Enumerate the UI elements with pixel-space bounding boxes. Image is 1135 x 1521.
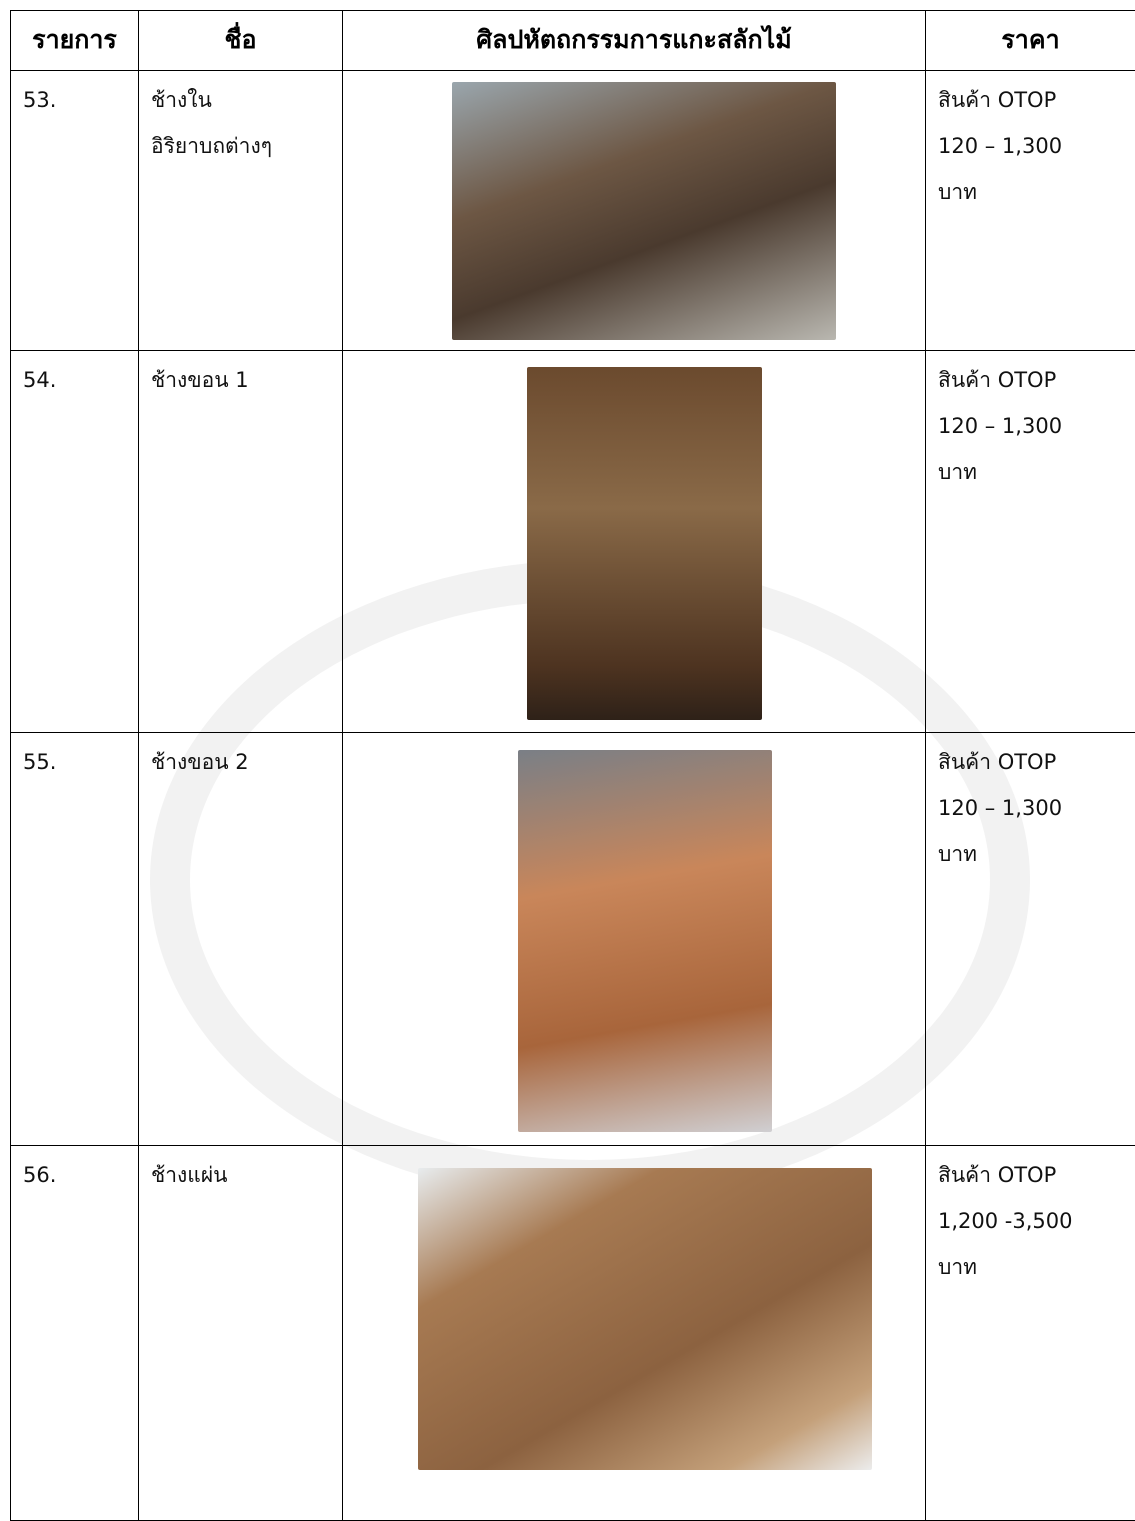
name-cell: ช้างขอน 2: [138, 732, 343, 1146]
name-line: ช้างแผ่น: [151, 1163, 228, 1187]
name-cell: ช้างในอิริยาบถต่างๆ: [138, 70, 343, 351]
name-line: อิริยาบถต่างๆ: [151, 134, 272, 158]
price-line: สินค้า OTOP: [938, 368, 1057, 392]
header-cell: ราคา: [925, 10, 1135, 71]
price-cell: สินค้า OTOP 120 – 1,300 บาท: [925, 70, 1135, 351]
price-line: บาท: [938, 1255, 977, 1279]
name-line: ช้างขอน 2: [151, 750, 249, 774]
price-line: 120 – 1,300: [938, 134, 1063, 158]
price-line: 120 – 1,300: [938, 796, 1063, 820]
number-cell: 53.: [10, 70, 139, 351]
page: {"table": {"header": ["รายการ", "ชื่อ", …: [10, 10, 1135, 1521]
number-cell: 55.: [10, 732, 139, 1146]
price-line: บาท: [938, 460, 977, 484]
name-cell: ช้างขอน 1: [138, 350, 343, 733]
photo: [452, 82, 836, 340]
photo: [527, 367, 762, 720]
number-cell: 54.: [10, 350, 139, 733]
price-cell: สินค้า OTOP 120 – 1,300 บาท: [925, 350, 1135, 733]
price-cell: สินค้า OTOP 1,200 -3,500 บาท: [925, 1145, 1135, 1521]
price-line: 1,200 -3,500: [938, 1209, 1073, 1233]
number: 53.: [23, 88, 57, 112]
price-line: 120 – 1,300: [938, 414, 1063, 438]
photo: [518, 750, 772, 1132]
number: 54.: [23, 368, 57, 392]
number-cell: 56.: [10, 1145, 139, 1521]
header-cell: ชื่อ: [138, 10, 343, 71]
price-line: บาท: [938, 842, 977, 866]
header-cell: ศิลปหัตถกรรมการแกะสลักไม้: [342, 10, 926, 71]
price-line: บาท: [938, 180, 977, 204]
name-cell: ช้างแผ่น: [138, 1145, 343, 1521]
price-line: สินค้า OTOP: [938, 1163, 1057, 1187]
price-line: สินค้า OTOP: [938, 88, 1057, 112]
header-cell: รายการ: [10, 10, 139, 71]
number: 55.: [23, 750, 57, 774]
number: 56.: [23, 1163, 57, 1187]
price-cell: สินค้า OTOP 120 – 1,300 บาท: [925, 732, 1135, 1146]
name-line: ช้างใน: [151, 88, 212, 112]
photo: [418, 1168, 872, 1470]
price-line: สินค้า OTOP: [938, 750, 1057, 774]
name-line: ช้างขอน 1: [151, 368, 249, 392]
